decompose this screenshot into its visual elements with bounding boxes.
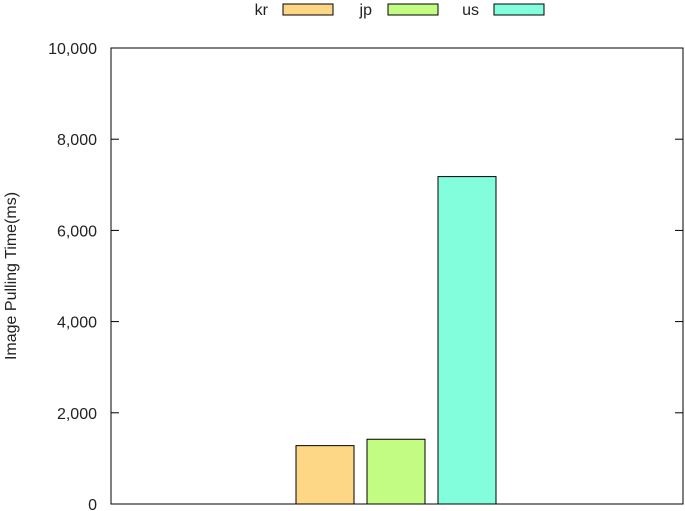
y-tick-label: 6,000 xyxy=(57,223,97,240)
y-axis-title: Image Pulling Time(ms) xyxy=(3,192,20,360)
y-tick-label: 4,000 xyxy=(57,315,97,332)
bar-kr xyxy=(295,445,355,505)
y-tick-label: 2,000 xyxy=(57,406,97,423)
legend-label-kr: kr xyxy=(255,2,269,19)
bars xyxy=(295,176,497,505)
y-tick-label: 0 xyxy=(88,497,97,511)
legend-swatch-kr xyxy=(282,3,334,16)
legend: kr jp us xyxy=(255,2,545,19)
y-tick-label: 8,000 xyxy=(57,132,97,149)
legend-label-jp: jp xyxy=(359,2,373,19)
y-tick-label: 10,000 xyxy=(48,41,97,58)
bar-jp xyxy=(366,438,426,505)
legend-swatch-jp xyxy=(387,3,439,16)
y-axis: 0 2,000 4,000 6,000 8,000 10,000 xyxy=(48,41,683,511)
plot-frame xyxy=(110,47,684,505)
legend-swatch-us xyxy=(493,3,545,16)
legend-label-us: us xyxy=(462,2,479,19)
bar-us xyxy=(437,176,497,505)
